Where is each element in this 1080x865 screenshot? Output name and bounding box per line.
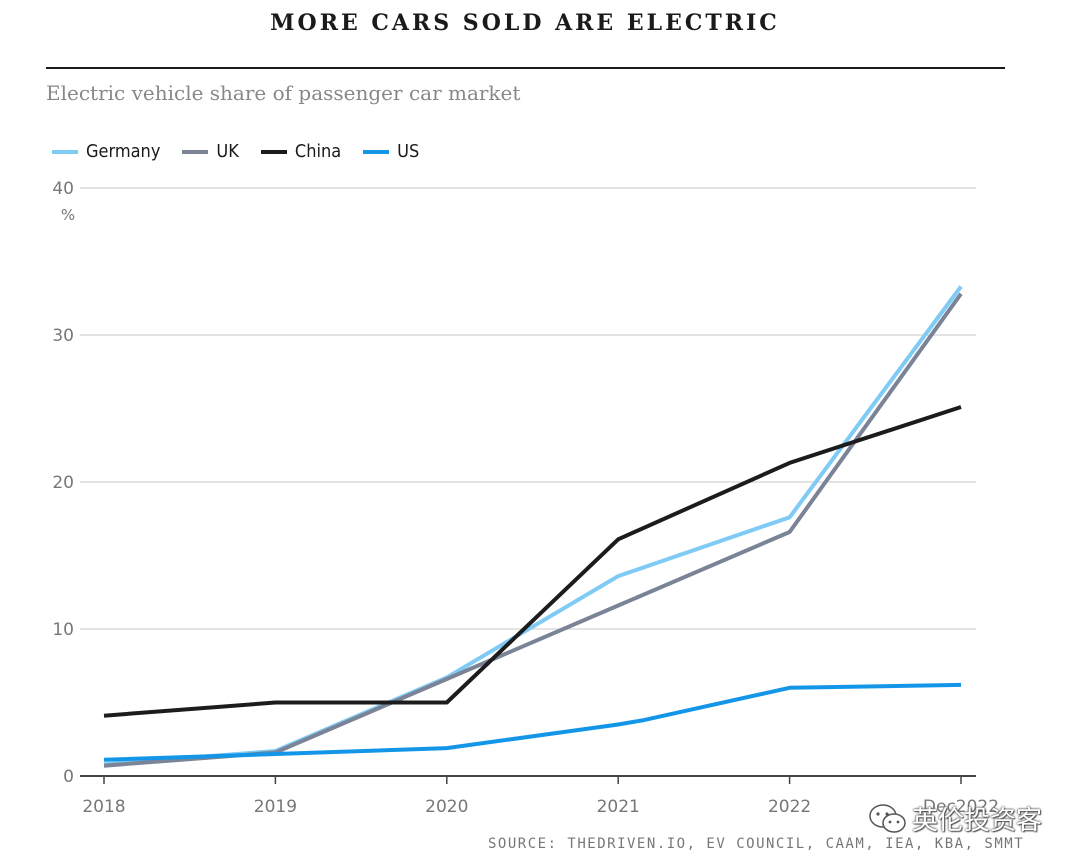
legend-item-germany: Germany xyxy=(52,141,160,162)
watermark-text: 英伦投资客 xyxy=(912,806,1043,836)
legend-label: China xyxy=(294,141,342,162)
legend-item-china: China xyxy=(260,141,342,162)
legend-label: US xyxy=(397,141,420,162)
source-note: SOURCE: THEDRIVEN.IO, EV COUNCIL, CAAM, … xyxy=(488,836,1025,852)
legend: Germany UK China US xyxy=(52,141,441,162)
x-tick-label: 2020 xyxy=(425,797,468,817)
legend-label: Germany xyxy=(86,141,161,162)
x-tick-label: 2018 xyxy=(82,797,125,817)
series-line-us xyxy=(103,682,962,762)
y-tick-label: 0 xyxy=(63,767,74,787)
watermark: 英伦投资客 xyxy=(868,800,1042,837)
wechat-icon xyxy=(869,803,906,833)
legend-label: UK xyxy=(216,141,239,162)
y-tick-label: 40 xyxy=(52,179,74,199)
y-tick-label: 30 xyxy=(52,326,74,346)
x-tick-label: 2021 xyxy=(597,797,640,817)
x-tick-label: Dec2022 xyxy=(923,797,999,817)
x-tick-label: 2022 xyxy=(768,797,811,817)
legend-swatch xyxy=(363,149,390,154)
y-tick-label: 10 xyxy=(52,620,74,640)
title-rule xyxy=(46,67,1005,69)
series-line-china xyxy=(103,405,962,718)
legend-item-us: US xyxy=(363,141,419,162)
legend-swatch xyxy=(52,149,78,154)
legend-item-uk: UK xyxy=(182,141,239,162)
chart-subtitle: Electric vehicle share of passenger car … xyxy=(46,81,521,105)
legend-swatch xyxy=(182,149,209,154)
legend-swatch xyxy=(260,149,287,154)
series-line-germany xyxy=(103,285,963,767)
y-tick-label: 20 xyxy=(52,473,74,493)
x-tick-label: 2019 xyxy=(254,797,297,817)
y-axis-unit: % xyxy=(61,206,75,224)
chart-title: MORE CARS SOLD ARE ELECTRIC xyxy=(270,10,780,36)
series-line-uk xyxy=(103,292,963,768)
